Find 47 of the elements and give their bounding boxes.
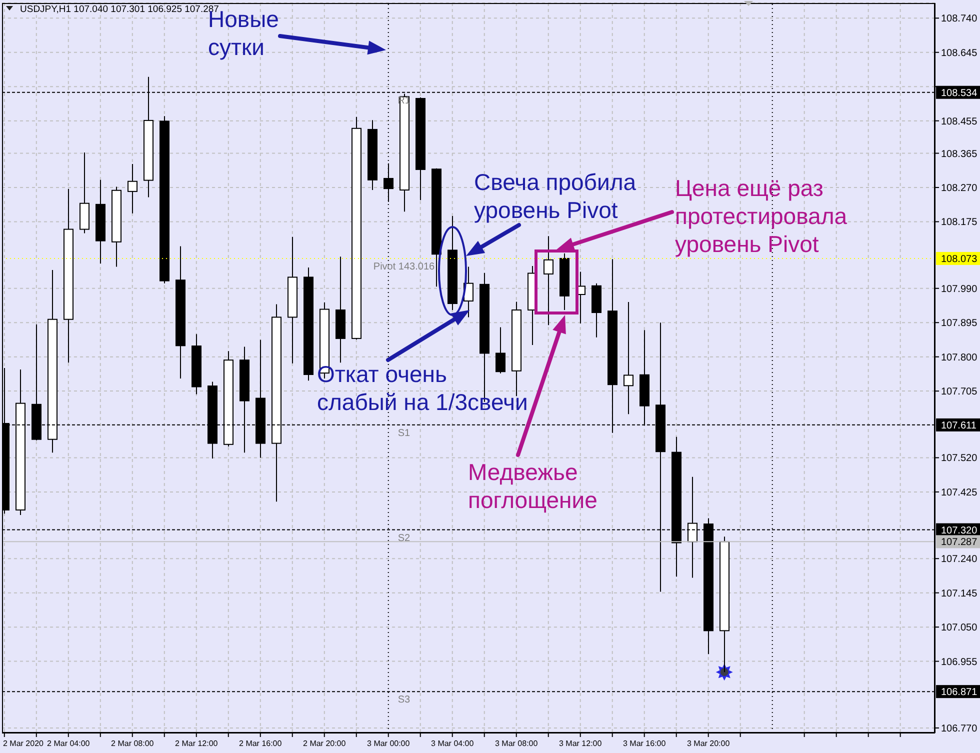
y-tick-label: 106.770 (941, 723, 978, 734)
annotation: Медвежье поглощение (468, 459, 598, 513)
y-tick-label: 107.800 (941, 352, 978, 364)
annotation: 108.534 (941, 88, 978, 99)
x-tick-label: 2 Mar 12:00 (175, 739, 218, 748)
annotation: 106.871 (941, 687, 978, 698)
y-tick-label: 107.425 (941, 487, 978, 498)
ref-line-label: Pivot 143.016 (373, 261, 436, 272)
annotation: 107.287 (941, 537, 978, 548)
y-tick-label: 107.895 (941, 318, 978, 330)
candlestick (544, 236, 554, 326)
y-tick-label: 108.175 (941, 217, 978, 228)
x-tick-label: 3 Mar 00:00 (367, 739, 410, 748)
x-tick-label: 3 Mar 16:00 (623, 739, 666, 748)
x-tick-label: 2 Mar 16:00 (239, 739, 282, 748)
annotation: Свеча пробила уровень Pivot (474, 169, 636, 223)
x-tick-label: 2 Mar 04:00 (47, 739, 90, 748)
annotation: Откат очень слабый на 1/3свечи (317, 361, 528, 415)
x-tick-label: 3 Mar 08:00 (495, 739, 538, 748)
y-tick-label: 107.050 (941, 622, 978, 634)
y-tick-label: 108.740 (941, 14, 978, 25)
y-tick-label: 106.955 (941, 656, 978, 668)
ref-line-label: S2 (398, 532, 411, 544)
y-tick-label: 108.365 (941, 148, 978, 160)
annotation: 108.073 (941, 254, 978, 265)
y-tick-label: 108.270 (941, 182, 978, 194)
candlestick (496, 326, 506, 374)
x-tick-label: 2 Mar 20:00 (303, 739, 346, 748)
y-tick-label: 107.705 (941, 386, 978, 398)
x-tick-label: 3 Mar 12:00 (559, 739, 602, 748)
y-tick-label: 108.645 (941, 48, 978, 59)
annotation: 107.320 (941, 525, 978, 536)
y-tick-label: 107.240 (941, 554, 978, 566)
candlestick (624, 302, 634, 415)
candlestick (128, 164, 138, 214)
annotation: 107.611 (941, 420, 977, 432)
x-tick-label: 3 Mar 04:00 (431, 739, 474, 748)
x-tick-label: 2 Mar 2020 (3, 739, 44, 748)
y-tick-label: 107.520 (941, 453, 978, 464)
annotation: Цена ещё раз протестировала уровень Pivot (675, 175, 848, 257)
ref-line-label: S1 (398, 428, 411, 439)
y-tick-label: 107.145 (941, 588, 978, 600)
y-tick-label: 108.455 (941, 116, 978, 128)
x-tick-label: 3 Mar 20:00 (687, 739, 730, 748)
x-tick-label: 2 Mar 08:00 (111, 739, 154, 748)
y-tick-label: 107.990 (941, 284, 978, 295)
ref-line-label: S3 (398, 694, 411, 706)
